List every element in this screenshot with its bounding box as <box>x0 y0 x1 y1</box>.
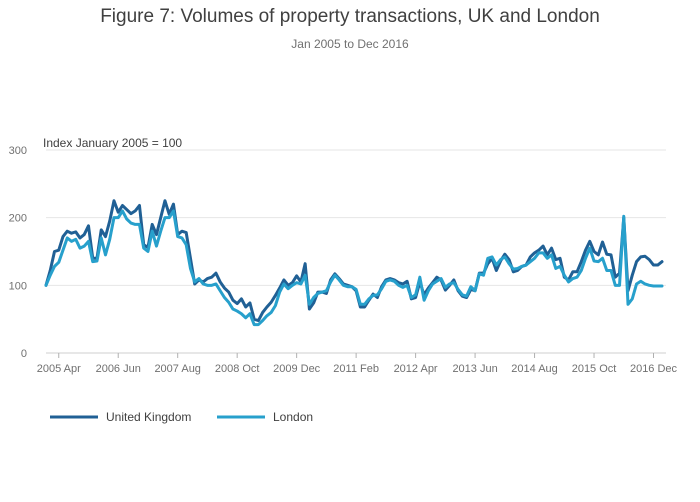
x-tick-label: 2011 Feb <box>333 363 379 375</box>
x-tick-label: 2015 Oct <box>572 363 617 375</box>
x-tick-label: 2009 Dec <box>273 363 321 375</box>
legend-label-london: London <box>273 410 313 424</box>
legend-label-united-kingdom: United Kingdom <box>106 410 191 424</box>
gridlines <box>46 149 666 354</box>
chart-subtitle: Jan 2005 to Dec 2016 <box>291 37 409 51</box>
x-tick-label: 2016 Dec <box>630 363 678 375</box>
x-tick-label: 2008 Oct <box>215 363 260 375</box>
y-axis-label: Index January 2005 = 100 <box>43 136 182 150</box>
chart-title: Figure 7: Volumes of property transactio… <box>100 6 600 27</box>
x-tick-label: 2006 Jun <box>96 363 141 375</box>
y-tick-label: 100 <box>9 280 27 292</box>
y-tick-label: 300 <box>9 145 27 157</box>
y-tick-label: 200 <box>9 213 27 225</box>
legend: United Kingdom London <box>50 410 313 424</box>
series-line-london <box>44 209 664 327</box>
series-line-united-kingdom <box>44 199 664 323</box>
y-tick-label: 0 <box>21 348 27 360</box>
x-tick-label: 2005 Apr <box>37 363 81 375</box>
axes: 0 100 200 300 2005 Apr 2006 Jun 2007 Aug 2008 O… <box>9 145 678 375</box>
x-tick-label: 2014 Aug <box>511 363 558 375</box>
x-tick-label: 2013 Jun <box>452 363 497 375</box>
x-tick-label: 2012 Apr <box>394 363 438 375</box>
series-lines <box>44 199 664 327</box>
x-tick-label: 2007 Aug <box>154 363 201 375</box>
